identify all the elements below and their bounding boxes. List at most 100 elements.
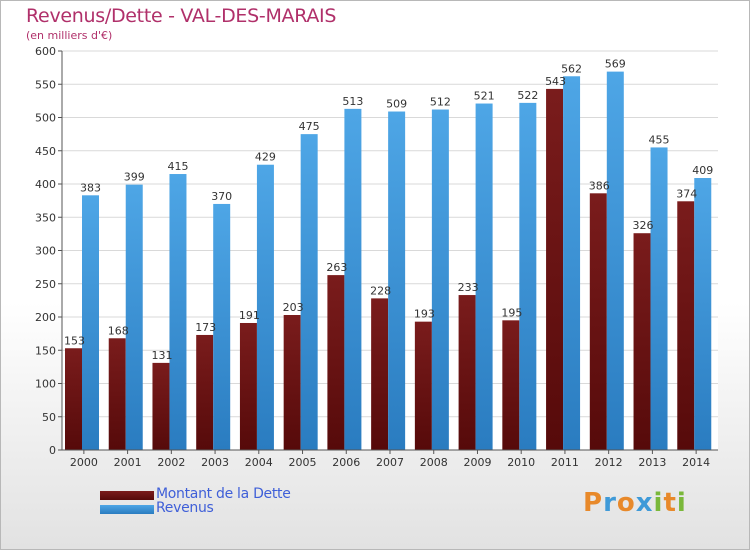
bar-dette (327, 275, 345, 450)
data-label-dette: 173 (195, 321, 216, 334)
data-label-dette: 543 (545, 75, 566, 88)
data-label-dette: 326 (633, 219, 654, 232)
data-label-revenus: 455 (649, 133, 670, 146)
y-tick-label: 400 (35, 178, 56, 191)
logo-letter: P (583, 488, 604, 518)
data-label-revenus: 370 (211, 190, 232, 203)
bar-revenus (388, 111, 406, 450)
y-tick-label: 500 (35, 112, 56, 125)
bar-dette (414, 321, 432, 450)
chart-title: Revenus/Dette - VAL-DES-MARAIS (26, 5, 337, 27)
y-tick-label: 300 (35, 245, 56, 258)
bar-dette (239, 322, 257, 450)
data-label-dette: 374 (676, 187, 697, 200)
x-tick-label: 2014 (682, 456, 710, 469)
logo-letter: i (676, 488, 687, 518)
y-tick-label: 250 (35, 278, 56, 291)
data-label-revenus: 409 (692, 164, 713, 177)
bar-revenus (606, 71, 624, 451)
data-label-dette: 195 (501, 306, 522, 319)
x-tick-label: 2008 (420, 456, 448, 469)
x-tick-label: 2007 (376, 456, 404, 469)
data-label-dette: 153 (64, 334, 85, 347)
bar-dette (589, 193, 607, 450)
bar-dette (677, 201, 695, 450)
logo-letter: i (653, 488, 664, 518)
chart-subtitle: (en milliers d'€) (26, 29, 113, 42)
legend-label-dette: Montant de la Dette (156, 486, 291, 502)
bar-revenus (82, 195, 99, 450)
x-tick-label: 2012 (595, 456, 623, 469)
x-tick-label: 2002 (157, 456, 185, 469)
data-label-revenus: 562 (561, 62, 582, 75)
legend-swatch-dette (100, 491, 154, 500)
bar-revenus (256, 164, 274, 450)
bar-dette (196, 334, 214, 450)
bar-revenus (125, 184, 143, 451)
bar-revenus (344, 108, 362, 450)
y-tick-label: 350 (35, 211, 56, 224)
bar-dette (371, 298, 389, 450)
bar-revenus (213, 203, 231, 450)
y-tick-label: 600 (35, 45, 56, 58)
data-label-revenus: 569 (605, 58, 626, 71)
legend-label-revenus: Revenus (156, 500, 214, 516)
bar-revenus (169, 174, 187, 450)
x-tick-label: 2009 (463, 456, 491, 469)
bar-revenus (563, 76, 581, 451)
data-label-revenus: 475 (299, 120, 320, 133)
bar-dette (502, 320, 520, 450)
x-tick-label: 2004 (245, 456, 273, 469)
bar-revenus (694, 178, 712, 450)
data-label-revenus: 509 (386, 98, 407, 111)
data-label-revenus: 415 (167, 160, 188, 173)
data-label-revenus: 512 (430, 96, 451, 109)
proxiti-logo: Proxiti (583, 488, 687, 518)
legend-swatch-revenus (100, 505, 154, 514)
data-label-dette: 193 (414, 308, 435, 321)
data-label-dette: 263 (326, 261, 347, 274)
logo-letter: o (616, 488, 636, 518)
y-tick-label: 100 (35, 378, 56, 391)
data-label-dette: 386 (589, 179, 610, 192)
bar-dette (152, 362, 170, 450)
data-label-revenus: 399 (124, 171, 145, 184)
data-label-dette: 228 (370, 284, 391, 297)
data-label-revenus: 513 (342, 95, 363, 108)
bar-dette (546, 88, 564, 450)
data-label-revenus: 522 (517, 89, 538, 102)
bar-dette (283, 315, 301, 450)
data-label-revenus: 383 (80, 181, 101, 194)
data-label-dette: 191 (239, 309, 260, 322)
bar-dette (633, 233, 651, 450)
bar-revenus (650, 147, 668, 451)
data-label-dette: 233 (458, 281, 479, 294)
bar-revenus (431, 109, 449, 451)
bar-dette (108, 338, 126, 450)
data-label-dette: 131 (151, 349, 172, 362)
data-label-dette: 203 (283, 301, 304, 314)
x-tick-label: 2003 (201, 456, 229, 469)
data-label-revenus: 521 (474, 90, 495, 103)
bar-dette (65, 348, 82, 450)
logo-letter: r (603, 488, 617, 518)
logo-letter: x (635, 488, 654, 518)
y-tick-label: 50 (42, 411, 56, 424)
data-label-dette: 168 (108, 324, 129, 337)
bar-revenus (519, 102, 537, 451)
x-tick-label: 2011 (551, 456, 579, 469)
x-tick-label: 2000 (70, 456, 98, 469)
bar-revenus (475, 103, 493, 450)
y-tick-label: 0 (49, 444, 56, 457)
x-tick-label: 2005 (289, 456, 317, 469)
x-tick-label: 2001 (114, 456, 142, 469)
bar-revenus (300, 134, 318, 450)
x-tick-label: 2010 (507, 456, 535, 469)
x-tick-label: 2013 (638, 456, 666, 469)
y-tick-label: 200 (35, 311, 56, 324)
logo-letter: t (663, 488, 677, 518)
x-tick-label: 2006 (332, 456, 360, 469)
bar-dette (458, 295, 476, 450)
data-label-revenus: 429 (255, 151, 276, 164)
